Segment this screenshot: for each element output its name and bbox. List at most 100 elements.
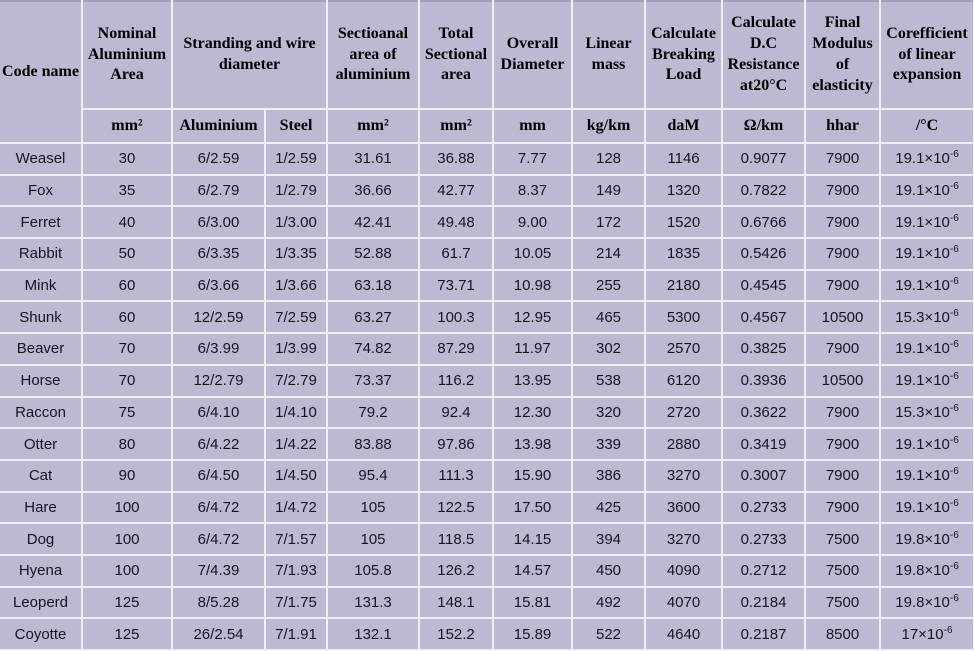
header-row: Code name Nominal Aluminium Area Strandi… (0, 1, 974, 144)
cell-stranding-aluminium: 6/4.72 (172, 491, 266, 525)
cell-stranding-aluminium: 6/3.00 (172, 206, 266, 240)
cell-dc-resistance: 0.2712 (722, 554, 807, 588)
cell-sectional-aluminium: 95.4 (327, 459, 421, 493)
cell-breaking-load: 4640 (645, 618, 724, 651)
cell-overall-diameter: 15.89 (493, 618, 574, 651)
cell-breaking-load: 6120 (645, 364, 724, 398)
cell-final-modulus: 7900 (805, 206, 882, 240)
cell-nominal-area: 70 (82, 333, 173, 366)
cell-stranding-aluminium: 6/4.50 (172, 459, 266, 493)
cell-breaking-load: 4090 (645, 554, 724, 588)
cell-total-sectional: 49.48 (419, 206, 495, 240)
cell-overall-diameter: 7.77 (493, 143, 574, 176)
cell-dc-resistance: 0.5426 (722, 238, 807, 271)
col-header-overall-diameter: Overall Diameter (493, 1, 574, 110)
cell-code: Ferret (0, 206, 83, 240)
col-header-breaking-load: Calculate Breaking Load (645, 1, 724, 110)
cell-stranding-steel: 7/2.79 (265, 364, 329, 398)
table-row: Ferret 40 6/3.00 1/3.00 42.41 49.48 9.00 172 152… (0, 206, 974, 240)
table-row: Hyena 100 7/4.39 7/1.93 105.8 126.2 14.57 450 40… (0, 554, 974, 588)
table-row: Dog 100 6/4.72 7/1.57 105 118.5 14.15 394 3270 0.… (0, 523, 974, 556)
table-row: Rabbit 50 6/3.35 1/3.35 52.88 61.7 10.05 214 183… (0, 238, 974, 271)
cell-linear-mass: 386 (572, 459, 647, 493)
cell-nominal-area: 50 (82, 238, 173, 271)
cell-code: Leoperd (0, 586, 83, 620)
cell-linear-mass: 339 (572, 428, 647, 461)
cell-final-modulus: 7900 (805, 459, 882, 493)
cell-total-sectional: 92.4 (419, 396, 495, 430)
col-header-expansion-coefficient: Corefficient of linear expansion (880, 1, 974, 110)
expansion-exponent: -6 (949, 244, 959, 256)
cell-breaking-load: 4070 (645, 586, 724, 620)
expansion-exponent: -6 (949, 371, 959, 383)
cell-dc-resistance: 0.3825 (722, 333, 807, 366)
cell-linear-mass: 538 (572, 364, 647, 398)
cell-total-sectional: 97.86 (419, 428, 495, 461)
cell-expansion-coefficient: 17×10-6 (880, 618, 974, 651)
cell-sectional-aluminium: 31.61 (327, 143, 421, 176)
cell-sectional-aluminium: 83.88 (327, 428, 421, 461)
cell-dc-resistance: 0.2733 (722, 523, 807, 556)
cell-breaking-load: 1520 (645, 206, 724, 240)
cell-final-modulus: 7900 (805, 491, 882, 525)
cell-total-sectional: 116.2 (419, 364, 495, 398)
cell-stranding-aluminium: 6/4.22 (172, 428, 266, 461)
cell-nominal-area: 70 (82, 364, 173, 398)
col-header-nominal-area: Nominal Aluminium Area (82, 1, 173, 110)
cell-breaking-load: 1146 (645, 143, 724, 176)
cell-final-modulus: 7900 (805, 174, 882, 208)
col-header-stranding: Stranding and wire diameter (172, 1, 329, 110)
cell-overall-diameter: 15.81 (493, 586, 574, 620)
cell-code: Mink (0, 269, 83, 303)
cell-stranding-aluminium: 6/4.72 (172, 523, 266, 556)
unit-stranding-aluminium: Aluminium (172, 109, 266, 144)
cell-overall-diameter: 12.95 (493, 301, 574, 335)
cell-code: Raccon (0, 396, 83, 430)
cell-stranding-steel: 1/3.66 (265, 269, 329, 303)
cell-code: Coyotte (0, 618, 83, 651)
cell-code: Hyena (0, 554, 83, 588)
cell-dc-resistance: 0.2184 (722, 586, 807, 620)
cell-breaking-load: 2180 (645, 269, 724, 303)
cell-stranding-steel: 7/1.75 (265, 586, 329, 620)
cell-final-modulus: 7900 (805, 143, 882, 176)
unit-final-modulus: hhar (805, 109, 882, 144)
cell-stranding-steel: 1/3.99 (265, 333, 329, 366)
cell-expansion-coefficient: 19.1×10-6 (880, 491, 974, 525)
cell-final-modulus: 7500 (805, 523, 882, 556)
cell-linear-mass: 302 (572, 333, 647, 366)
expansion-exponent: -6 (949, 561, 959, 573)
cell-breaking-load: 3600 (645, 491, 724, 525)
cell-stranding-steel: 7/1.91 (265, 618, 329, 651)
table-body: Weasel 30 6/2.59 1/2.59 31.61 36.88 7.77 128 114… (0, 143, 974, 651)
table-row: Cat 90 6/4.50 1/4.50 95.4 111.3 15.90 386 3270 0.… (0, 459, 974, 493)
cell-linear-mass: 128 (572, 143, 647, 176)
cell-breaking-load: 3270 (645, 459, 724, 493)
cell-stranding-aluminium: 26/2.54 (172, 618, 266, 651)
unit-dc-resistance: Ω/km (722, 109, 807, 144)
table-row: Coyotte 125 26/2.54 7/1.91 132.1 152.2 15.89 52… (0, 618, 974, 651)
cell-expansion-coefficient: 19.8×10-6 (880, 554, 974, 588)
cell-stranding-steel: 1/3.35 (265, 238, 329, 271)
cell-expansion-coefficient: 19.1×10-6 (880, 238, 974, 271)
unit-linear-mass: kg/km (572, 109, 647, 144)
cell-expansion-coefficient: 19.1×10-6 (880, 428, 974, 461)
cell-stranding-aluminium: 12/2.59 (172, 301, 266, 335)
table-row: Otter 80 6/4.22 1/4.22 83.88 97.86 13.98 339 288… (0, 428, 974, 461)
cell-nominal-area: 30 (82, 143, 173, 176)
cell-linear-mass: 214 (572, 238, 647, 271)
cell-linear-mass: 255 (572, 269, 647, 303)
cell-dc-resistance: 0.4545 (722, 269, 807, 303)
expansion-exponent: -6 (949, 497, 959, 509)
cell-stranding-steel: 7/1.93 (265, 554, 329, 588)
expansion-exponent: -6 (949, 466, 959, 478)
cell-stranding-aluminium: 6/2.79 (172, 174, 266, 208)
col-header-linear-mass: Linear mass (572, 1, 647, 110)
cell-final-modulus: 7900 (805, 333, 882, 366)
cell-total-sectional: 61.7 (419, 238, 495, 271)
cell-final-modulus: 7900 (805, 428, 882, 461)
unit-breaking-load: daM (645, 109, 724, 144)
cell-sectional-aluminium: 105 (327, 491, 421, 525)
table-row: Fox 35 6/2.79 1/2.79 36.66 42.77 8.37 149 1320 0.… (0, 174, 974, 208)
cell-stranding-steel: 1/2.79 (265, 174, 329, 208)
